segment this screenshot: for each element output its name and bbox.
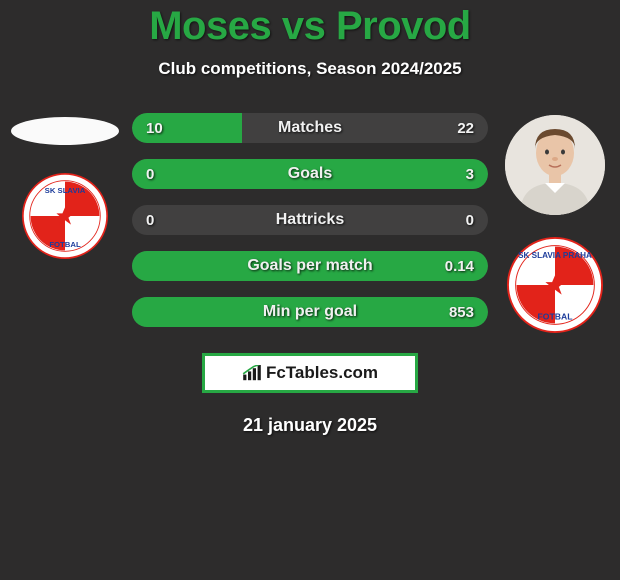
- stat-value-right: 22: [457, 113, 474, 143]
- stat-value-left: 0: [146, 159, 154, 189]
- slavia-badge-icon: SK SLAVIA PRAHA FOTBAL: [507, 237, 603, 333]
- svg-text:FOTBAL: FOTBAL: [538, 312, 573, 322]
- stat-value-right: 0: [466, 205, 474, 235]
- stat-label: Min per goal: [132, 297, 488, 327]
- stat-label: Goals: [132, 159, 488, 189]
- left-club-badge: SK SLAVIA FOTBAL: [22, 173, 108, 259]
- page-subtitle: Club competitions, Season 2024/2025: [0, 59, 620, 79]
- stats-column: Matches1022Goals03Hattricks00Goals per m…: [124, 113, 496, 327]
- page-title: Moses vs Provod: [0, 0, 620, 49]
- stat-bar: Goals per match0.14: [132, 251, 488, 281]
- site-logo-text: FcTables.com: [266, 363, 378, 383]
- stat-value-right: 0.14: [445, 251, 474, 281]
- stat-bar: Hattricks0 0: [132, 205, 488, 235]
- stat-value-right: 3: [466, 159, 474, 189]
- comparison-card: Moses vs Provod Club competitions, Seaso…: [0, 0, 620, 436]
- right-player-photo: [505, 115, 605, 215]
- stat-value-left: 10: [146, 113, 163, 143]
- stat-value-left: 0: [146, 205, 154, 235]
- svg-text:FOTBAL: FOTBAL: [49, 240, 81, 249]
- stat-label: Goals per match: [132, 251, 488, 281]
- stat-value-right: 853: [449, 297, 474, 327]
- right-club-badge: SK SLAVIA PRAHA FOTBAL: [507, 237, 603, 333]
- stat-label: Matches: [132, 113, 488, 143]
- left-player-photo: [11, 117, 119, 145]
- right-player-column: SK SLAVIA PRAHA FOTBAL: [496, 115, 614, 333]
- left-player-column: SK SLAVIA FOTBAL: [6, 115, 124, 259]
- player-portrait-icon: [505, 115, 605, 215]
- slavia-badge-icon: SK SLAVIA FOTBAL: [22, 173, 108, 259]
- stat-bar: Goals0 3: [132, 159, 488, 189]
- comparison-date: 21 january 2025: [0, 415, 620, 436]
- site-logo[interactable]: FcTables.com: [202, 353, 418, 393]
- stat-bar: Min per goal853: [132, 297, 488, 327]
- stat-bar: Matches10 22: [132, 113, 488, 143]
- main-row: SK SLAVIA FOTBAL Matches1022Goals03Hattr…: [0, 111, 620, 333]
- svg-text:SK SLAVIA: SK SLAVIA: [45, 186, 86, 195]
- bar-chart-icon: [242, 365, 262, 381]
- svg-text:SK SLAVIA PRAHA: SK SLAVIA PRAHA: [518, 251, 592, 260]
- stat-label: Hattricks: [132, 205, 488, 235]
